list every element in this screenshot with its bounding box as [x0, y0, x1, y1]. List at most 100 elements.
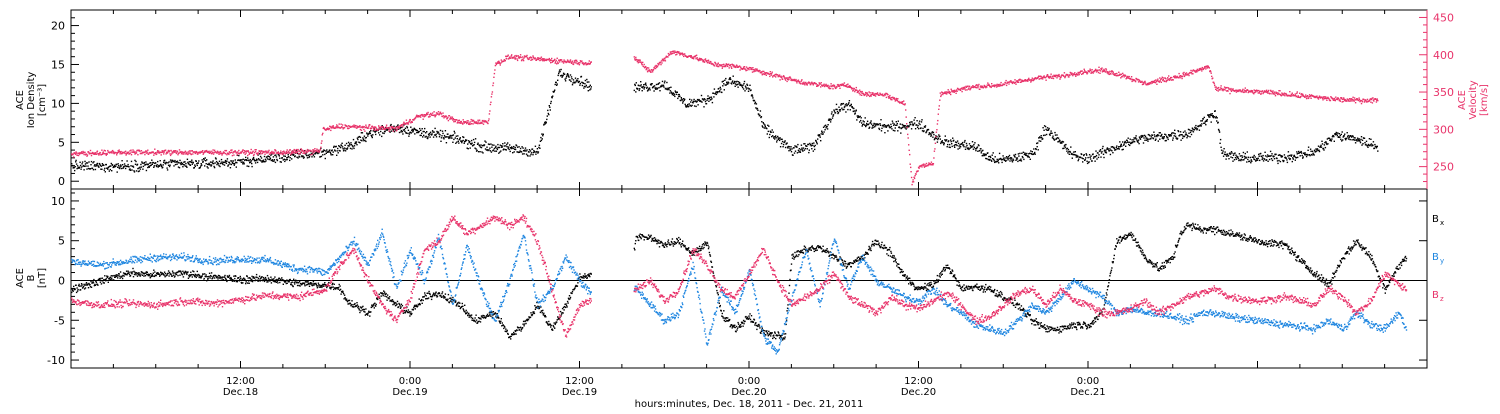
density-series-point	[1171, 135, 1172, 136]
density-series-point	[798, 150, 799, 151]
density-series-point	[144, 162, 145, 163]
density-series-point	[705, 101, 706, 102]
density-series-point	[242, 163, 243, 164]
density-series-point	[701, 95, 702, 96]
velocity-series-point	[978, 84, 979, 85]
velocity-series-point	[342, 124, 343, 125]
density-series-point	[567, 73, 568, 74]
density-series-point	[1245, 153, 1246, 154]
velocity-series-point	[731, 68, 732, 69]
velocity-series-point	[389, 127, 390, 128]
density-series-point	[722, 85, 723, 86]
velocity-series-point	[1051, 78, 1052, 79]
velocity-series-point	[940, 92, 941, 93]
density-series-point	[675, 90, 676, 91]
density-series-point	[372, 134, 373, 135]
density-series-point	[822, 132, 823, 133]
density-series-point	[1101, 152, 1102, 153]
density-series-point	[1140, 139, 1141, 140]
density-series-point	[1154, 134, 1155, 135]
velocity-series-point	[976, 87, 977, 88]
velocity-series-point	[569, 62, 570, 63]
velocity-series-point	[98, 154, 99, 155]
density-series-point	[1287, 162, 1288, 163]
density-series-point	[1232, 161, 1233, 162]
velocity-series-point	[463, 119, 464, 120]
density-series-point	[338, 152, 339, 153]
density-series-point	[1120, 146, 1121, 147]
density-series-point	[364, 136, 365, 137]
density-series-point	[289, 160, 290, 161]
density-series-point	[330, 153, 331, 154]
density-series-point	[902, 127, 903, 128]
density-series-point	[284, 161, 285, 162]
density-series-point	[1366, 141, 1367, 142]
velocity-series-point	[473, 120, 474, 121]
density-series-point	[349, 144, 350, 145]
density-series-point	[1163, 137, 1164, 138]
density-series-point	[168, 165, 169, 166]
density-series-point	[951, 143, 952, 144]
density-series-point	[834, 111, 835, 112]
density-series-point	[779, 137, 780, 138]
density-series-point	[737, 84, 738, 85]
density-series-point	[964, 141, 965, 142]
velocity-series-point	[999, 84, 1000, 85]
density-series-point	[1133, 139, 1134, 140]
density-series-point	[1271, 153, 1272, 154]
density-series-point	[90, 164, 91, 165]
density-series-point	[160, 160, 161, 161]
density-series-point	[583, 87, 584, 88]
field-y-tick-label: 5	[58, 235, 65, 248]
velocity-series-point	[212, 149, 213, 150]
density-series-point	[919, 121, 920, 122]
density-series-point	[122, 164, 123, 165]
density-series-point	[750, 89, 751, 90]
density-series-point	[1021, 160, 1022, 161]
velocity-series-point	[785, 79, 786, 80]
density-series-point	[1278, 160, 1279, 161]
density-series-point	[1046, 134, 1047, 135]
density-series-point	[781, 143, 782, 144]
density-series-point	[1280, 161, 1281, 162]
velocity-series-point	[1079, 74, 1080, 75]
velocity-series-point	[979, 89, 980, 90]
velocity-series-point	[210, 151, 211, 152]
velocity-series-point	[1014, 79, 1015, 80]
velocity-series-point	[395, 127, 396, 128]
density-series-point	[1362, 143, 1363, 144]
density-series-point	[1152, 135, 1153, 136]
velocity-series-point	[446, 116, 447, 117]
density-series-point	[539, 148, 540, 149]
velocity-series-point	[221, 154, 222, 155]
velocity-series-point	[153, 155, 154, 156]
density-series-point	[1021, 153, 1022, 154]
velocity-series-point	[232, 155, 233, 156]
density-series-point	[1275, 154, 1276, 155]
density-series-point	[732, 80, 733, 81]
density-series-point	[353, 139, 354, 140]
density-series-point	[830, 119, 831, 120]
density-series-point	[1039, 140, 1040, 141]
velocity-series-point	[378, 125, 379, 126]
density-series-point	[913, 124, 914, 125]
density-series-point	[236, 162, 237, 163]
density-series-point	[504, 145, 505, 146]
velocity-series-point	[976, 84, 977, 85]
density-series-point	[1050, 130, 1051, 131]
density-series-point	[1016, 159, 1017, 160]
velocity-series-point	[363, 129, 364, 130]
velocity-series-point	[948, 89, 949, 90]
density-series-point	[1180, 131, 1181, 132]
density-series-point	[782, 146, 783, 147]
density-series-point	[308, 155, 309, 156]
density-series-point	[880, 125, 881, 126]
density-series-point	[1350, 139, 1351, 140]
density-series-point	[139, 167, 140, 168]
density-series-point	[807, 148, 808, 149]
density-series-point	[1320, 145, 1321, 146]
velocity-series-point	[130, 150, 131, 151]
velocity-series-point	[834, 85, 835, 86]
velocity-series-point	[364, 131, 365, 132]
density-series-point	[532, 154, 533, 155]
